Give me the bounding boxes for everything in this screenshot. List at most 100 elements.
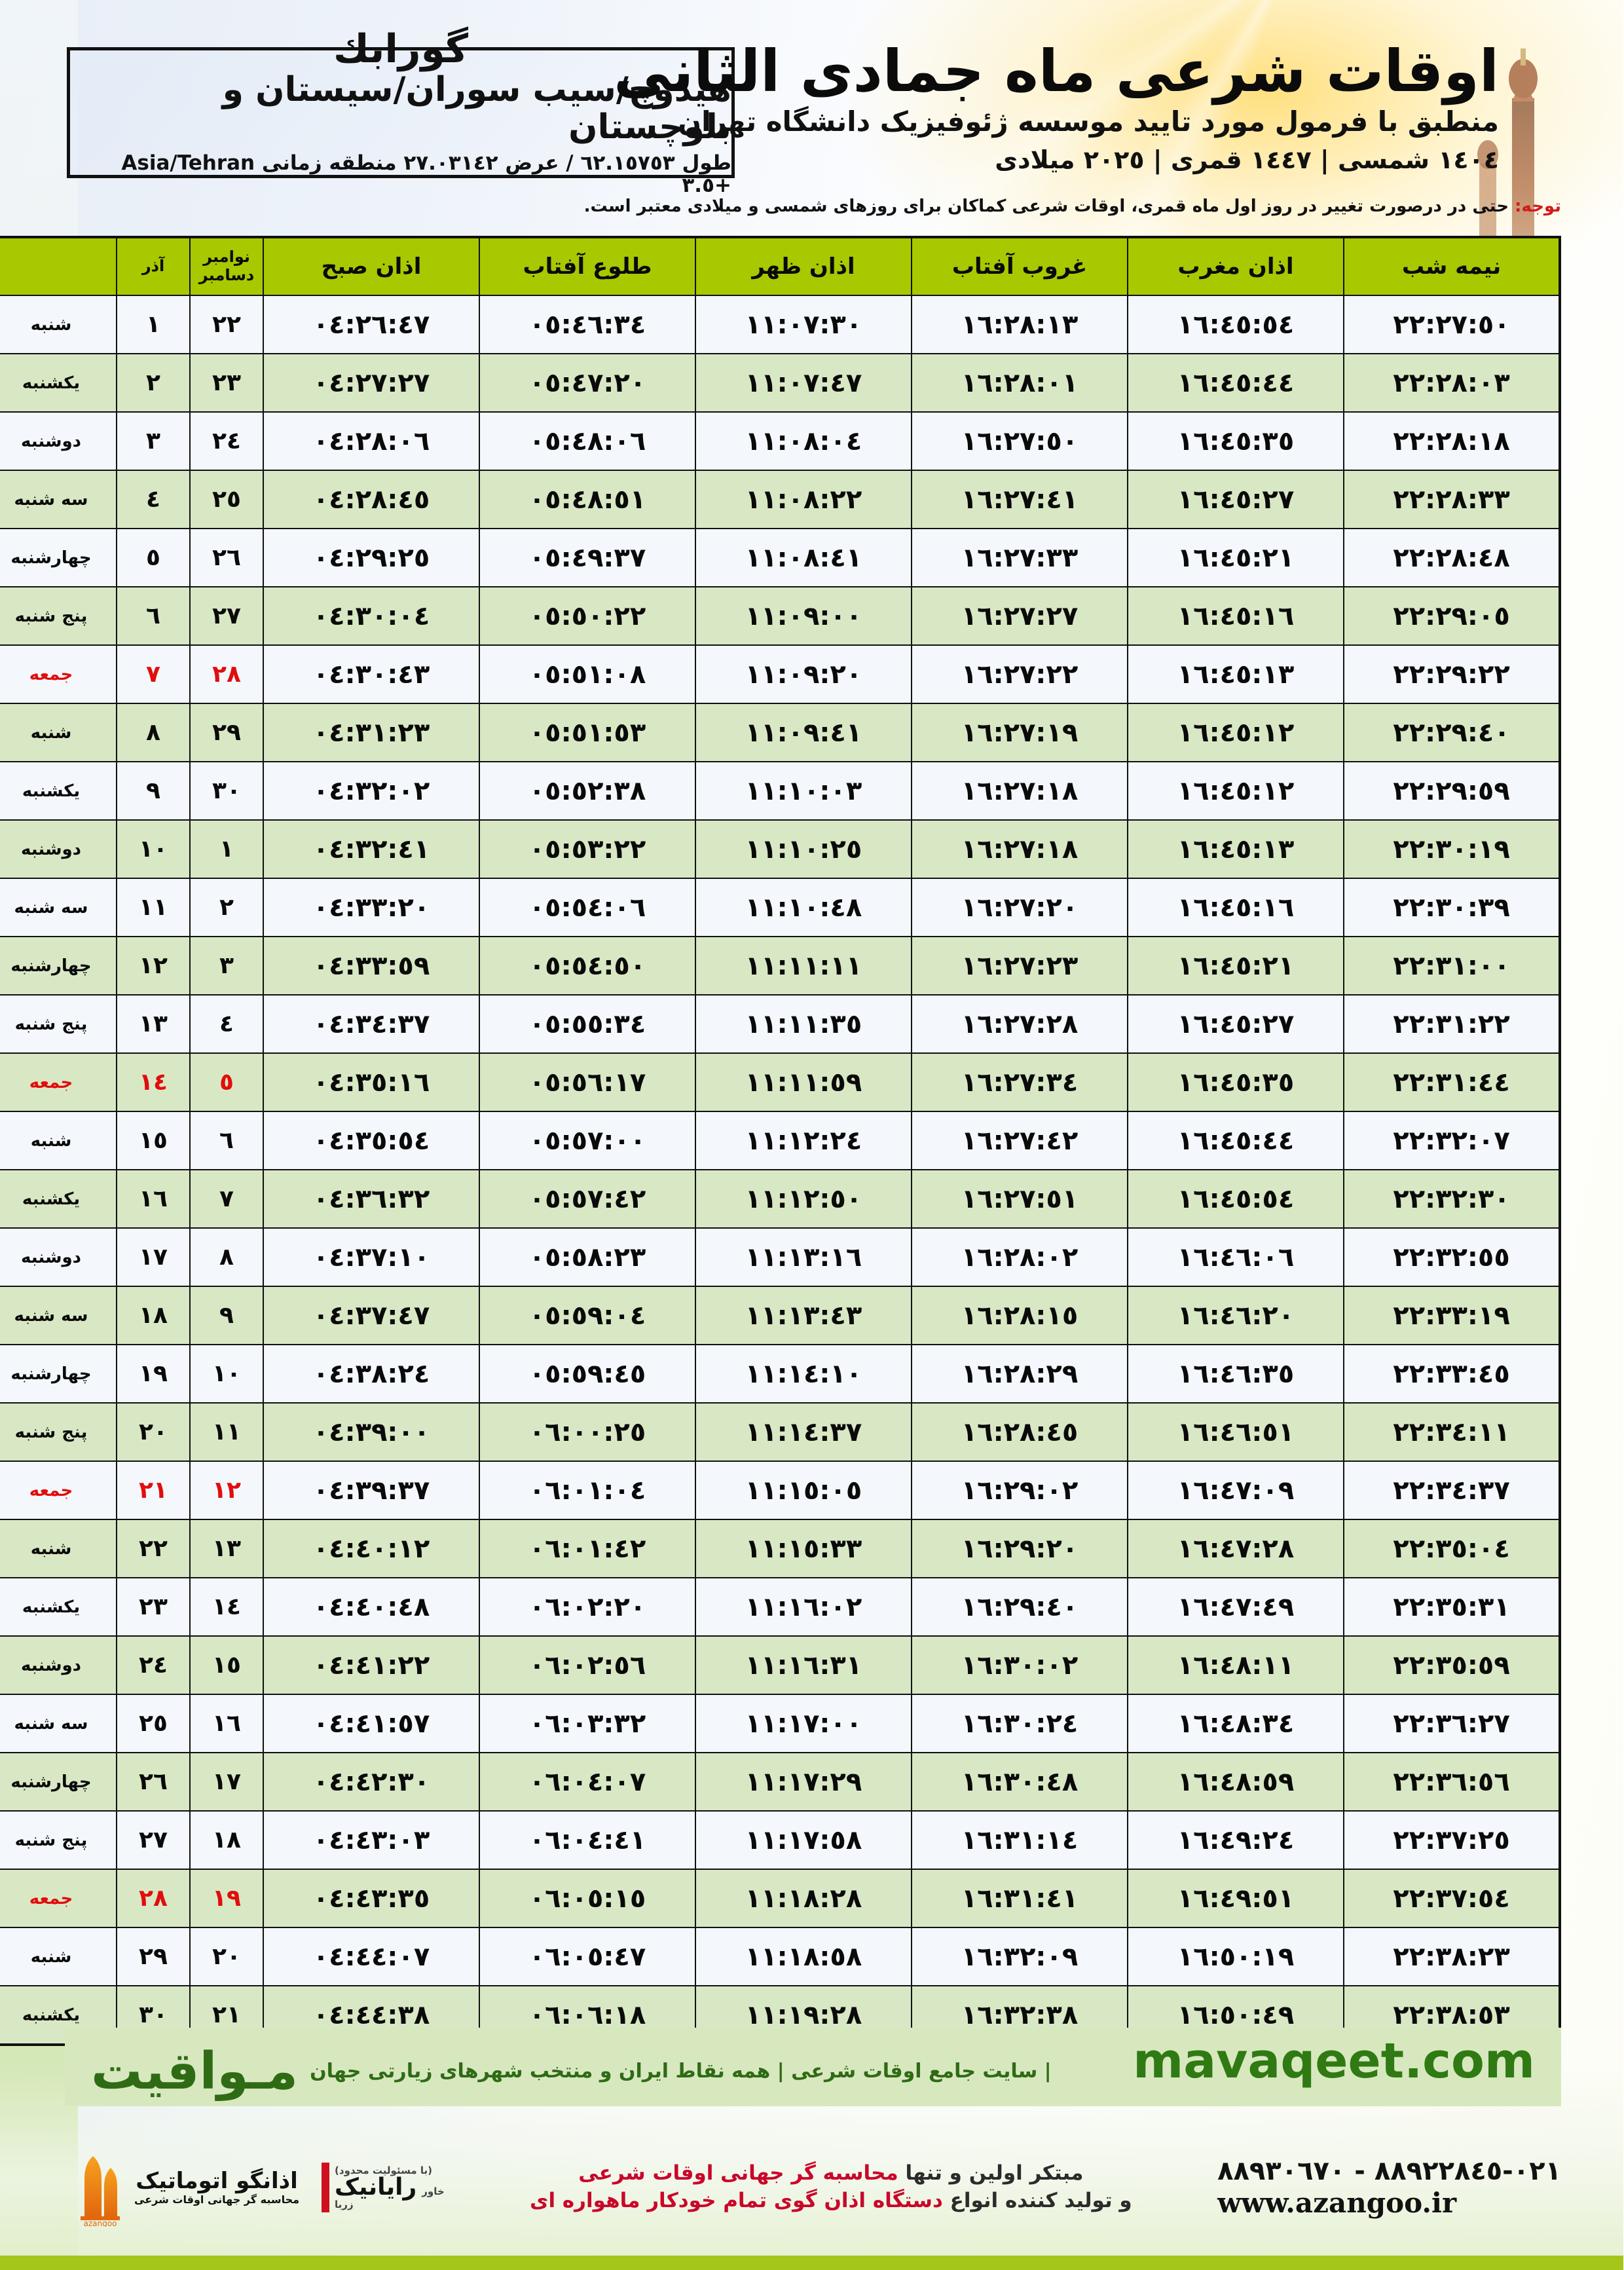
midnight-cell: ٢٢:٣٦:٥٦ (1344, 1752, 1561, 1812)
gregorian-day-cell: ٢٧ (190, 586, 265, 646)
table-row: ٢٢:٣٥:٥٩ ١٦:٤٨:١١ ١٦:٣٠:٠٢ ١١:١٦:٣١ ٠٦:٠٢:٥٦… (0, 1635, 1561, 1695)
weekday-cell: شنبه (0, 1927, 118, 1986)
midnight-cell: ٢٢:٣٦:٢٧ (1344, 1694, 1561, 1753)
location-region: هیدوچ/سیب سوران/سیستان و بلوچستان (223, 70, 732, 147)
sunset-cell: ١٦:٢٨:٢٩ (912, 1344, 1129, 1404)
gregorian-day-cell: ١٢ (190, 1461, 265, 1520)
jalali-day-cell: ٩ (117, 761, 191, 821)
jalali-day-cell: ٣ (117, 411, 191, 471)
sunrise-cell: ٠٥:٤٧:٢٠ (479, 353, 697, 413)
footer-phone: ٠٢١-٨٨٩٢٢٨٤٥ - ٨٨٩٣٠٦٧٠ (1218, 2155, 1562, 2186)
gregorian-day-cell: ٦ (190, 1111, 265, 1170)
table-row: ٢٢:٢٨:٠٣ ١٦:٤٥:٤٤ ١٦:٢٨:٠١ ١١:٠٧:٤٧ ٠٥:٤٧:٢٠… (0, 353, 1561, 413)
fajr-cell: ٠٤:٣٧:١٠ (263, 1227, 481, 1287)
sunrise-cell: ٠٥:٤٩:٣٧ (479, 528, 697, 587)
gregorian-day-cell: ٧ (190, 1169, 265, 1229)
midnight-cell: ٢٢:٣٥:٥٩ (1344, 1635, 1561, 1695)
sunrise-cell: ٠٥:٤٨:٠٦ (479, 411, 697, 471)
jalali-day-cell: ٢٢ (117, 1519, 191, 1578)
promo-tagline: | سایت جامع اوقات شرعی | همه نقاط ایران … (310, 2060, 1052, 2083)
table-row: ٢٢:٣٠:٣٩ ١٦:٤٥:١٦ ١٦:٢٧:٢٠ ١١:١٠:٤٨ ٠٥:٥٤:٠٦… (0, 878, 1561, 937)
table-row: ٢٢:٢٨:٤٨ ١٦:٤٥:٢١ ١٦:٢٧:٣٣ ١١:٠٨:٤١ ٠٥:٤٩:٣٧… (0, 528, 1561, 587)
weekday-cell: یکشنبه (0, 353, 118, 413)
fajr-cell: ٠٤:٣٥:٥٤ (263, 1111, 481, 1170)
midnight-cell: ٢٢:٣٣:١٩ (1344, 1286, 1561, 1345)
maghrib-cell: ١٦:٤٥:١٦ (1128, 586, 1345, 646)
gregorian-day-cell: ١٠ (190, 1344, 265, 1404)
col-header-dhuhr: اذان ظهر (695, 236, 913, 296)
table-row: ٢٢:٢٩:٢٢ ١٦:٤٥:١٣ ١٦:٢٧:٢٢ ١١:٠٩:٢٠ ٠٥:٥١:٠٨… (0, 644, 1561, 704)
fajr-cell: ٠٤:٣٩:٠٠ (263, 1402, 481, 1462)
maghrib-cell: ١٦:٥٠:١٩ (1128, 1927, 1345, 1986)
table-row: ٢٢:٣١:٠٠ ١٦:٤٥:٢١ ١٦:٢٧:٢٣ ١١:١١:١١ ٠٥:٥٤:٥٠… (0, 936, 1561, 995)
footer-slogan-2-red: دستگاه اذان گوی تمام خودکار ماهواره ای (530, 2189, 944, 2212)
dhuhr-cell: ١١:١١:١١ (695, 936, 913, 995)
dhuhr-cell: ١١:١٠:٤٨ (695, 878, 913, 937)
footer-slogan-2-dark: و تولید کننده انواع (950, 2189, 1133, 2212)
weekday-cell: دوشنبه (0, 1635, 118, 1695)
dhuhr-cell: ١١:٠٨:٤١ (695, 528, 913, 587)
promo-banner: mavaqeet.com | سایت جامع اوقات شرعی | هم… (65, 2028, 1562, 2106)
midnight-cell: ٢٢:٣٠:٣٩ (1344, 878, 1561, 937)
jalali-day-cell: ١٨ (117, 1286, 191, 1345)
gregorian-day-cell: ١٨ (190, 1810, 265, 1870)
table-row: ٢٢:٣٢:٥٥ ١٦:٤٦:٠٦ ١٦:٢٨:٠٢ ١١:١٣:١٦ ٠٥:٥٨:٢٣… (0, 1227, 1561, 1287)
maghrib-cell: ١٦:٤٧:٠٩ (1128, 1461, 1345, 1520)
midnight-cell: ٢٢:٣٤:٣٧ (1344, 1461, 1561, 1520)
location-city: گورابك (334, 26, 470, 73)
sunrise-cell: ٠٦:٠٢:٢٠ (479, 1577, 697, 1637)
jalali-day-cell: ٢٠ (117, 1402, 191, 1462)
azangoo-minaret-icon: azangoo (81, 2156, 120, 2227)
dhuhr-cell: ١١:١٥:٣٣ (695, 1519, 913, 1578)
fajr-cell: ٠٤:٢٩:٢٥ (263, 528, 481, 587)
sunrise-cell: ٠٥:٥٣:٢٢ (479, 819, 697, 879)
weekday-cell: چهارشنبه (0, 1752, 118, 1812)
sunset-cell: ١٦:٣٠:٢٤ (912, 1694, 1129, 1753)
footer-website[interactable]: www.azangoo.ir (1218, 2186, 1458, 2219)
sunrise-cell: ٠٦:٠٣:٣٢ (479, 1694, 697, 1753)
gregorian-day-cell: ١٧ (190, 1752, 265, 1812)
gregorian-day-cell: ١٤ (190, 1577, 265, 1637)
table-row: ٢٢:٢٩:٥٩ ١٦:٤٥:١٢ ١٦:٢٧:١٨ ١١:١٠:٠٣ ٠٥:٥٢:٣٨… (0, 761, 1561, 821)
fajr-cell: ٠٤:٤٣:٠٣ (263, 1810, 481, 1870)
promo-domain[interactable]: mavaqeet.com (1134, 2033, 1536, 2089)
dhuhr-cell: ١١:١٤:٣٧ (695, 1402, 913, 1462)
jalali-day-cell: ٢ (117, 353, 191, 413)
page-title: اوقات شرعی ماه جمادی الثانی (614, 37, 1500, 105)
fajr-cell: ٠٤:٤٠:٤٨ (263, 1577, 481, 1637)
sunrise-cell: ٠٥:٥٧:٤٢ (479, 1169, 697, 1229)
sunrise-cell: ٠٦:٠٥:١٥ (479, 1869, 697, 1928)
jalali-day-cell: ٢٤ (117, 1635, 191, 1695)
rayaneek-sub-3: (با مسئولیت محدود) (335, 2164, 433, 2176)
weekday-cell: شنبه (0, 1519, 118, 1578)
table-row: ٢٢:٣١:٤٤ ١٦:٤٥:٣٥ ١٦:٢٧:٣٤ ١١:١١:٥٩ ٠٥:٥٦:١٧… (0, 1052, 1561, 1112)
dhuhr-cell: ١١:١٧:٠٠ (695, 1694, 913, 1753)
sunset-cell: ١٦:٢٨:١٥ (912, 1286, 1129, 1345)
maghrib-cell: ١٦:٤٦:٢٠ (1128, 1286, 1345, 1345)
weekday-cell: جمعه (0, 1052, 118, 1112)
fajr-cell: ٠٤:٣٠:٤٣ (263, 644, 481, 704)
sunset-cell: ١٦:٢٧:٢٨ (912, 994, 1129, 1054)
dhuhr-cell: ١١:١٥:٠٥ (695, 1461, 913, 1520)
maghrib-cell: ١٦:٤٦:٥١ (1128, 1402, 1345, 1462)
midnight-cell: ٢٢:٣٢:٣٠ (1344, 1169, 1561, 1229)
sunrise-cell: ٠٥:٥٧:٠٠ (479, 1111, 697, 1170)
fajr-cell: ٠٤:٣٢:٤١ (263, 819, 481, 879)
sunrise-cell: ٠٥:٥٢:٣٨ (479, 761, 697, 821)
jalali-day-cell: ١٤ (117, 1052, 191, 1112)
dhuhr-cell: ١١:٠٨:٠٤ (695, 411, 913, 471)
fajr-cell: ٠٤:٣٤:٣٧ (263, 994, 481, 1054)
gregorian-day-cell: ١٩ (190, 1869, 265, 1928)
table-row: ٢٢:٣٢:٠٧ ١٦:٤٥:٤٤ ١٦:٢٧:٤٢ ١١:١٢:٢٤ ٠٥:٥٧:٠٠… (0, 1111, 1561, 1170)
sunrise-cell: ٠٦:٠٥:٤٧ (479, 1927, 697, 1986)
midnight-cell: ٢٢:٢٩:٥٩ (1344, 761, 1561, 821)
maghrib-cell: ١٦:٤٥:٤٤ (1128, 1111, 1345, 1170)
dhuhr-cell: ١١:١١:٥٩ (695, 1052, 913, 1112)
midnight-cell: ٢٢:٣١:٤٤ (1344, 1052, 1561, 1112)
weekday-cell: سه شنبه (0, 1286, 118, 1345)
sunrise-cell: ٠٥:٥٦:١٧ (479, 1052, 697, 1112)
jalali-day-cell: ١١ (117, 878, 191, 937)
maghrib-cell: ١٦:٤٦:٠٦ (1128, 1227, 1345, 1287)
fajr-cell: ٠٤:٤١:٥٧ (263, 1694, 481, 1753)
midnight-cell: ٢٢:٢٩:٠٥ (1344, 586, 1561, 646)
